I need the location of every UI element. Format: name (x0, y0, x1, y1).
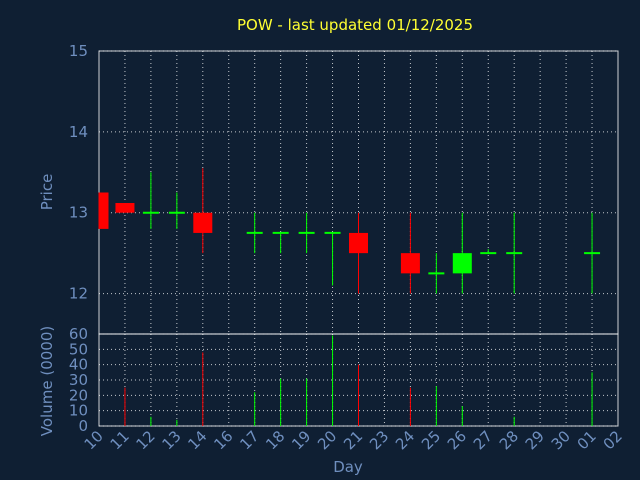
volume-tick-label: 50 (69, 340, 88, 358)
volume-tick-label: 30 (69, 371, 88, 389)
candle-body (452, 253, 472, 274)
volume-axis-label: Volume (0000) (38, 326, 56, 436)
volume-tick-label: 40 (69, 356, 88, 374)
volume-tick-label: 0 (78, 417, 88, 435)
candle-body (400, 253, 420, 274)
candle-body (99, 192, 109, 229)
candle-body (193, 212, 213, 233)
price-tick-label: 13 (69, 204, 88, 222)
volume-tick-label: 60 (69, 325, 88, 343)
chart-title: POW - last updated 01/12/2025 (237, 16, 473, 34)
price-panel: 12 13 14 15 (69, 42, 619, 335)
price-tick-label: 15 (69, 42, 88, 60)
x-axis-label: Day (333, 458, 363, 476)
volume-tick-label: 20 (69, 386, 88, 404)
price-tick-label: 12 (69, 285, 88, 303)
price-tick-label: 14 (69, 123, 88, 141)
volume-tick-label: 10 (69, 402, 88, 420)
price-axis-label: Price (38, 174, 56, 211)
candle-body (349, 232, 368, 254)
candle-body (115, 203, 135, 213)
